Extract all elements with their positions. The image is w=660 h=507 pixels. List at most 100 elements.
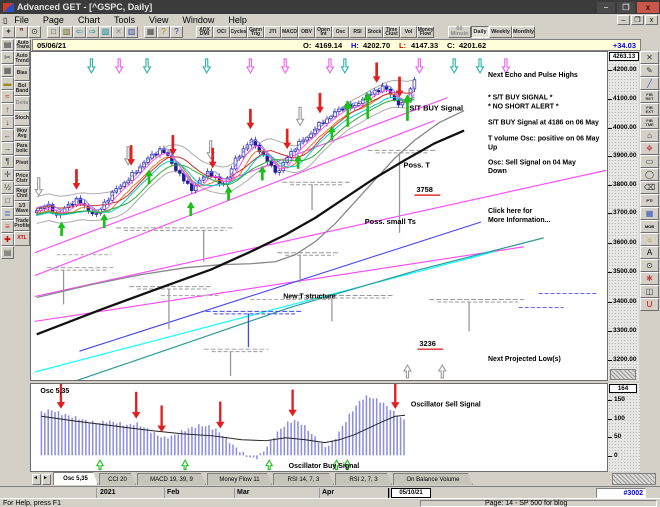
mdi-restore-button[interactable]: ❐ [631, 15, 644, 25]
new-page-icon[interactable]: □ [47, 26, 60, 38]
price-axis-grip[interactable] [610, 369, 636, 380]
close-button[interactable]: x [637, 1, 659, 13]
pan-tool-button[interactable]: ▤ [1, 39, 14, 51]
elliott-wave-icon[interactable]: ≈ [1, 90, 14, 103]
open-chart-icon[interactable]: ▧ [60, 26, 73, 38]
tab-rsi-2-7-3[interactable]: RSI 2, 7, 3 [335, 473, 392, 485]
tool-para-bolic-button[interactable]: Para bolic [14, 141, 30, 156]
zoom-tool-icon[interactable]: ⊙ [640, 259, 659, 272]
tab-scroll-left-button[interactable]: ◄ [32, 474, 41, 485]
arrow-right-icon[interactable]: → [1, 142, 14, 155]
fib-time-icon[interactable]: FIB TME [640, 116, 659, 129]
ellipse-icon[interactable]: ◯ [640, 168, 659, 181]
tool-bol-band-button[interactable]: Bol Band [14, 81, 30, 96]
tool-trade-profile-button[interactable]: Trade Profile [14, 216, 30, 231]
price-chart-svg[interactable]: S/T BUY Signal Poss. T 3758 Poss. small Ts N… [30, 51, 608, 381]
fraction-icon[interactable]: ½ [1, 181, 14, 194]
tab-cci-20[interactable]: CCI 20 [99, 473, 136, 485]
auto-trans-button[interactable]: Auto Trans [15, 39, 31, 51]
tool-mov-avg-button[interactable]: Mov Avg [14, 126, 30, 141]
retracement-icon[interactable]: ¶ [1, 155, 14, 168]
palette-icon[interactable]: ✱ [640, 272, 659, 285]
menu-window[interactable]: Window [182, 15, 215, 25]
text-tool-icon[interactable]: A [640, 246, 659, 259]
copy-pages-icon[interactable]: ◫ [640, 285, 659, 298]
update-icon[interactable]: U [640, 298, 659, 311]
magnet-icon[interactable]: ▦ [1, 64, 14, 77]
tab-osc-5-35[interactable]: Osc 5,35 [53, 472, 98, 485]
mdi-close-button[interactable]: x [645, 15, 658, 25]
pencil-icon[interactable]: ✎ [640, 64, 659, 77]
study-jti-button[interactable]: JTI [264, 26, 281, 38]
grid-icon[interactable]: ▦ [640, 207, 659, 220]
lines-icon[interactable]: ≣ [1, 207, 14, 220]
tab-row-grip[interactable] [612, 473, 656, 485]
expansion-icon[interactable]: ✛ [1, 168, 14, 181]
back-icon[interactable]: ⇦ [73, 26, 86, 38]
minimize-button[interactable]: – [597, 1, 615, 13]
tab-scroll-right-button[interactable]: ► [42, 474, 51, 485]
print-icon[interactable]: ▦ [144, 26, 157, 38]
cross-icon[interactable]: ✚ [1, 233, 14, 246]
tool-pivot-button[interactable]: Pivot [14, 156, 30, 171]
forward-icon[interactable]: ⇨ [86, 26, 99, 38]
tool-auto-trend-button[interactable]: Auto Trend [14, 51, 30, 66]
menu-chart[interactable]: Chart [77, 15, 100, 25]
menu-view[interactable]: View [148, 15, 169, 25]
tool-price-clstr-button[interactable]: Price Clstr [14, 171, 30, 186]
period-monthly-button[interactable]: Monthly [512, 26, 535, 38]
trendline-icon[interactable]: ╱ [640, 77, 659, 90]
tool-delta-button[interactable]: Delta [14, 96, 30, 111]
study-open-int-button[interactable]: Open Int [315, 26, 332, 38]
study-osc-button[interactable]: Osc [332, 26, 349, 38]
study-money-flow-button[interactable]: Money Flow [417, 26, 434, 38]
arrow-left-icon[interactable]: ← [1, 129, 14, 142]
study-macd-button[interactable]: MACD [281, 26, 298, 38]
arrow-down-icon[interactable]: ↓ [1, 116, 14, 129]
study-time-clust-button[interactable]: Time Clust [383, 26, 400, 38]
tab-rsi-14-7-3[interactable]: RSI 14, 7, 3 [273, 473, 334, 485]
study-adx-dmi-button[interactable]: ADX DMI [196, 26, 213, 38]
scissors-icon[interactable]: ✂ [1, 51, 14, 64]
restore-button[interactable]: ❐ [617, 1, 635, 13]
tool-xtl-button[interactable]: XTL [14, 231, 30, 246]
arrow-up-icon[interactable]: ↑ [1, 103, 14, 116]
tab-lines-icon[interactable]: ≡ [1, 220, 14, 233]
study-oci-button[interactable]: OCI [213, 26, 230, 38]
tool-1-3-wave-button[interactable]: 1/3 Wave [14, 201, 30, 216]
delete-icon[interactable]: ✕ [112, 26, 125, 38]
fib-extension-icon[interactable]: FIB EXT [640, 103, 659, 116]
chart-window-icon[interactable]: ▥ [125, 26, 138, 38]
study-icon[interactable]: ▬ [1, 77, 14, 90]
menu-help[interactable]: Help [228, 15, 247, 25]
study-stock-button[interactable]: Stock [366, 26, 383, 38]
tool-stoch-button[interactable]: Stoch [14, 111, 30, 126]
fib-retracement-icon[interactable]: FIB RET [640, 90, 659, 103]
quote-icon[interactable]: ❞ [15, 26, 28, 38]
menu-file[interactable]: File [14, 15, 29, 25]
close-tool-icon[interactable]: ✕ [640, 51, 659, 64]
tool-regr-chnl-button[interactable]: Regr Chnl [14, 186, 30, 201]
menu-tools[interactable]: Tools [113, 15, 135, 25]
context-help-icon[interactable]: ? [170, 26, 183, 38]
period-weekly-button[interactable]: Weekly [489, 26, 512, 38]
help-icon[interactable]: ? [157, 26, 170, 38]
period-60-minute-button[interactable]: 60 Minute [448, 26, 471, 38]
tool-bias-button[interactable]: Bias [14, 66, 30, 81]
period-daily-button[interactable]: Daily [471, 26, 489, 38]
mob-icon[interactable]: MOB [640, 220, 659, 233]
stamp-icon[interactable]: ▤ [1, 246, 14, 259]
fan-lines-icon[interactable]: ❖ [640, 142, 659, 155]
home-icon[interactable]: ⌂ [640, 129, 659, 142]
pti-icon[interactable]: PTI [640, 194, 659, 207]
tab-money-flow-11[interactable]: Money Flow 11 [207, 473, 272, 485]
menu-page[interactable]: Page [42, 15, 64, 25]
rectangle-icon[interactable]: ▭ [640, 155, 659, 168]
study-gann-trig-button[interactable]: Gann Trig [247, 26, 264, 38]
mdi-minimize-button[interactable]: – [617, 15, 630, 25]
refresh-page-icon[interactable]: ▨ [99, 26, 112, 38]
study-cycles-button[interactable]: Cycles [230, 26, 247, 38]
study-rsi-button[interactable]: RSI [349, 26, 366, 38]
study-vol-button[interactable]: Vol [400, 26, 417, 38]
pointer-icon[interactable]: ✦ [2, 26, 15, 38]
